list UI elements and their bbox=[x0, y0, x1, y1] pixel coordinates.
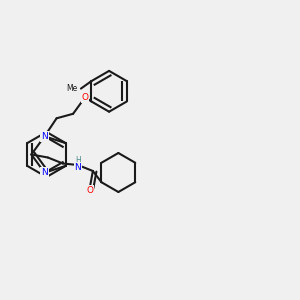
Text: N: N bbox=[41, 168, 48, 177]
Text: N: N bbox=[74, 163, 81, 172]
Text: O: O bbox=[86, 186, 93, 195]
Text: O: O bbox=[82, 93, 88, 102]
Text: N: N bbox=[41, 132, 48, 141]
Text: Me: Me bbox=[66, 84, 77, 93]
Text: H: H bbox=[75, 156, 81, 165]
